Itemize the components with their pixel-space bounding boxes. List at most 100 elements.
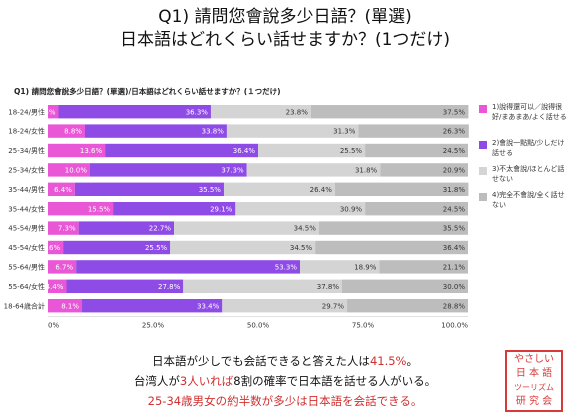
- summary-line-2: 台湾人が3人いれば8割の確率で日本語を話せる人がいる。: [0, 373, 570, 389]
- bar-segment: [315, 240, 468, 255]
- category-label: 45-54/女性: [8, 243, 45, 252]
- data-label: 33.4%: [197, 302, 220, 310]
- category-label: 18-64歳合計: [4, 301, 45, 310]
- data-label: 33.8%: [202, 128, 225, 136]
- bar-segment: [48, 124, 85, 138]
- data-label: 8.8%: [64, 128, 82, 136]
- bar-segment: [74, 182, 224, 196]
- legend-label-3: 3)不太會說/ほとんど話せない: [492, 165, 565, 183]
- bar-segment: [318, 221, 468, 235]
- bar-segment: [63, 240, 171, 255]
- data-label: 10.0%: [65, 167, 88, 175]
- bar-segment: [347, 299, 468, 313]
- data-label: 6.4%: [54, 186, 72, 194]
- stamp-line-3: ツーリズム: [514, 383, 554, 392]
- data-label: 27.8%: [158, 283, 181, 291]
- summary-line-1-value: 41.5%: [369, 354, 407, 368]
- bar-segment: [365, 143, 468, 158]
- bar-segment: [380, 163, 468, 177]
- bar-segment: [48, 163, 90, 177]
- data-label: 25.5%: [340, 147, 363, 155]
- summary-line-1: 日本語が少しでも会話できると答えた人は41.5%。: [0, 353, 570, 369]
- bar-segment: [183, 279, 342, 293]
- bar-segment: [48, 202, 114, 216]
- data-label: 6.7%: [55, 264, 73, 272]
- data-label: 7.3%: [58, 225, 76, 233]
- data-label: 8.1%: [61, 302, 79, 310]
- category-label: 35-44/男性: [8, 185, 45, 194]
- data-label: 22.7%: [149, 225, 172, 233]
- data-label: 15.5%: [88, 205, 111, 213]
- x-tick-label: 100.0%: [441, 321, 468, 329]
- data-label: 28.8%: [443, 302, 466, 310]
- bar-segment: [48, 260, 77, 274]
- data-label: 36.4%: [233, 147, 256, 155]
- x-tick-label: 25.0%: [142, 321, 165, 329]
- summary-line-3: 25-34歳男女の約半数が多少は日本語を会話できる。: [147, 394, 423, 408]
- bar-segment: [358, 124, 469, 138]
- category-label: 55-64/男性: [8, 263, 45, 272]
- bar-segment: [48, 143, 106, 158]
- data-label: 26.3%: [443, 128, 466, 136]
- bar-segment: [48, 182, 75, 196]
- category-label: 18-24/男性: [8, 107, 45, 116]
- bar-segment: [48, 221, 79, 235]
- x-tick-label: 50.0%: [247, 321, 270, 329]
- data-label: 35.5%: [199, 186, 222, 194]
- bar-segment: [113, 202, 236, 216]
- category-label: 25-34/男性: [8, 146, 45, 155]
- stacked-bar-chart: 18-24/男性2.5% 36.3% 23.8% 37.5% 18-24/女性 8.8% 3…: [4, 105, 469, 329]
- summary-line-2-highlight: 3人いれば: [179, 374, 234, 388]
- bar-segment: [174, 221, 319, 235]
- data-label: 53.3%: [275, 264, 298, 272]
- bar-segment: [235, 202, 366, 216]
- bar-segment: [300, 260, 380, 274]
- legend-swatch-4: [479, 193, 487, 201]
- legend-label-1: 1)說得還可以／說得很好/まあまあ/よく話せる: [492, 103, 567, 121]
- data-label: 31.8%: [443, 186, 466, 194]
- bar-segment: [66, 279, 184, 293]
- bar-segment: [58, 105, 211, 119]
- x-tick-label: 75.0%: [352, 321, 375, 329]
- page-title-line2: 日本語はどれくらい話せますか？(1つだけ): [119, 30, 451, 50]
- data-label: 30.9%: [340, 205, 363, 213]
- data-label: 35.5%: [443, 225, 466, 233]
- bar-segment: [48, 299, 83, 313]
- data-label: 31.3%: [333, 128, 356, 136]
- legend-swatch-1: [479, 105, 487, 113]
- bar-segment: [310, 105, 469, 119]
- bar-segment: [246, 163, 381, 177]
- page-title-line1: Q1) 請問您會說多少日語？(單選): [158, 7, 412, 27]
- data-label: 25.5%: [145, 244, 168, 252]
- stamp-line-2: 日 本 語: [515, 368, 553, 379]
- summary-line-1-text: 日本語が少しでも会話できると答えた人は: [152, 354, 370, 368]
- data-label: 21.1%: [443, 264, 466, 272]
- bar-segment: [210, 105, 311, 119]
- bar-segment: [84, 124, 227, 138]
- data-label: 29.7%: [322, 302, 345, 310]
- data-label: 30.0%: [443, 283, 466, 291]
- bar-segment: [76, 260, 300, 274]
- summary-line-2-text: 台湾人が: [133, 374, 180, 388]
- data-label: 3.6%: [42, 244, 60, 252]
- category-label: 55-64/女性: [8, 282, 45, 291]
- data-label: 18.9%: [354, 264, 377, 272]
- category-label: 35-44/女性: [8, 204, 45, 213]
- legend-label-2: 2)會說一點點/少しだけ話せる: [492, 139, 565, 157]
- bar-segment: [226, 124, 359, 138]
- summary-line-1-end: 。: [406, 354, 418, 368]
- summary-line-2-rest: 8割の確率で日本語を話せる人がいる。: [233, 374, 437, 388]
- category-label: 45-54/男性: [8, 224, 45, 233]
- bar-segment: [105, 143, 259, 158]
- bar-segment: [223, 182, 335, 196]
- data-label: 36.3%: [186, 108, 209, 116]
- data-label: 29.1%: [210, 205, 233, 213]
- bar-segment: [342, 279, 468, 293]
- x-tick-label: 0%: [48, 321, 59, 329]
- bar-segment: [78, 221, 174, 235]
- bar-segment: [48, 279, 67, 293]
- data-label: 13.6%: [80, 147, 103, 155]
- stamp-line-1: やさしい: [514, 354, 554, 365]
- data-label: 34.5%: [290, 244, 313, 252]
- chart-title: Q1) 請問您會說多少日語？(單選)/日本語はどれくらい話せますか？(１つだけ): [14, 87, 281, 96]
